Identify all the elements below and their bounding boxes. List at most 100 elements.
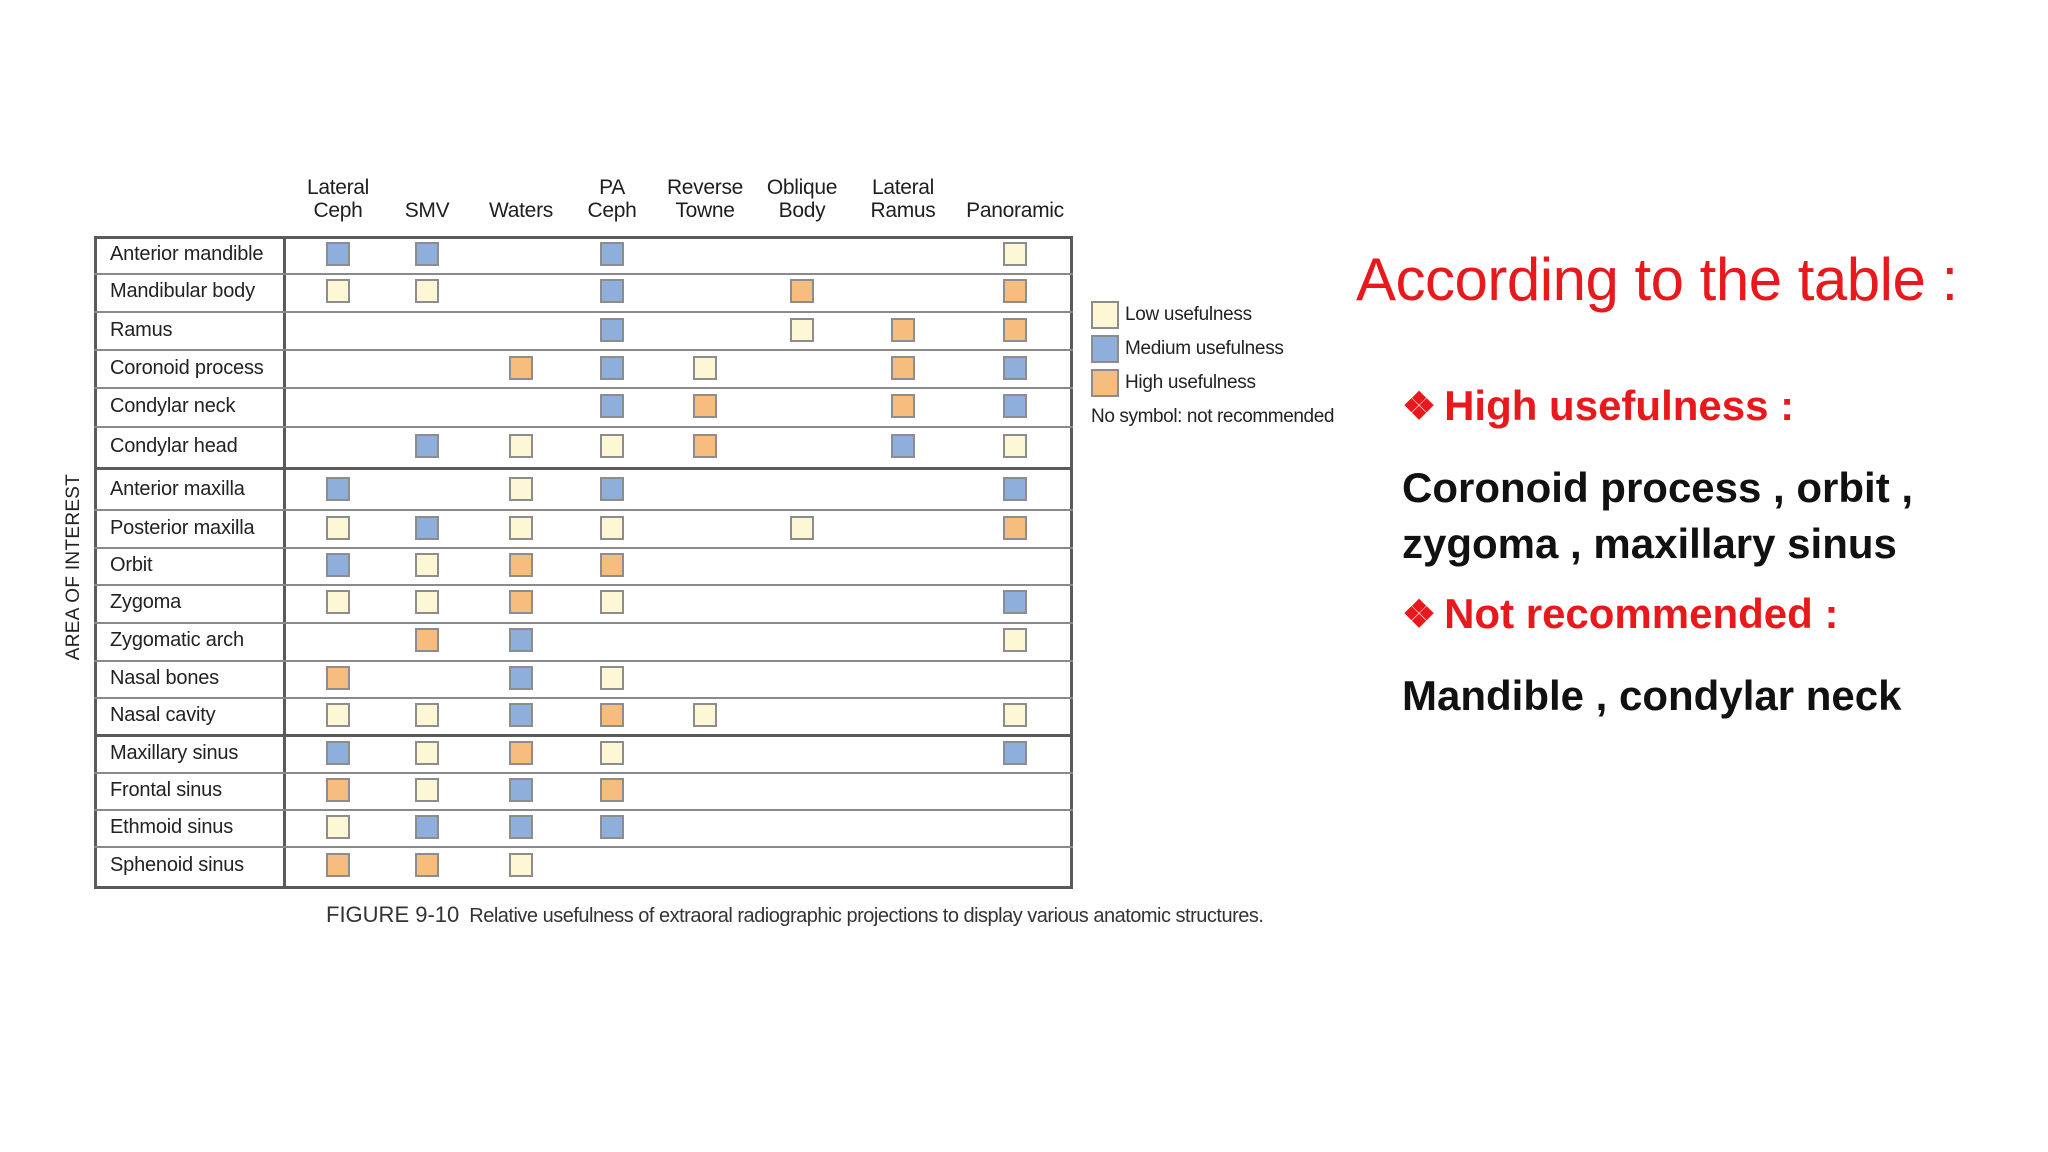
low-usefulness-swatch-icon [693, 356, 717, 380]
medium-usefulness-swatch-icon [1003, 356, 1027, 380]
medium-usefulness-swatch-icon [891, 434, 915, 458]
legend-item-low: Low usefulness [1091, 298, 1334, 332]
column-header-line: Towne [675, 199, 735, 222]
high-usefulness-swatch-icon [509, 590, 533, 614]
high-usefulness-swatch-icon [415, 853, 439, 877]
low-usefulness-swatch-icon [509, 477, 533, 501]
row-label: Nasal bones [110, 667, 219, 689]
column-header: PA Ceph [552, 176, 672, 222]
column-header: SMV [367, 199, 487, 222]
row-separator [94, 584, 1073, 586]
low-usefulness-swatch-icon [415, 279, 439, 303]
high-usefulness-swatch-icon [790, 279, 814, 303]
row-label: Nasal cavity [110, 704, 216, 726]
usefulness-table [94, 236, 1073, 889]
low-usefulness-swatch-icon [600, 666, 624, 690]
row-label: Sphenoid sinus [110, 854, 244, 876]
column-header-line: Body [778, 199, 826, 222]
column-header-line: Lateral [871, 176, 935, 199]
high-usefulness-swatch-icon [891, 356, 915, 380]
low-usefulness-swatch-icon [415, 778, 439, 802]
medium-usefulness-swatch-icon [1003, 741, 1027, 765]
low-usefulness-swatch-icon [415, 741, 439, 765]
high-usefulness-swatch-icon [1003, 279, 1027, 303]
column-header-line: Ceph [313, 199, 363, 222]
high-usefulness-swatch-icon [600, 778, 624, 802]
row-separator [94, 387, 1073, 389]
row-separator [94, 273, 1073, 275]
row-label: Coronoid process [110, 357, 264, 379]
row-label-divider [283, 236, 286, 889]
column-header: Lateral Ceph [278, 176, 398, 222]
medium-usefulness-swatch-icon [600, 279, 624, 303]
high-usefulness-swatch-icon [1003, 516, 1027, 540]
row-separator [94, 734, 1073, 737]
medium-usefulness-swatch-icon [509, 628, 533, 652]
caption-text: Relative usefulness of extraoral radiogr… [469, 905, 1264, 927]
slide-title: According to the table : [1356, 246, 1958, 313]
high-usefulness-swatch-icon [326, 666, 350, 690]
low-usefulness-swatch-icon [693, 703, 717, 727]
column-header-line: SMV [404, 199, 450, 222]
low-usefulness-swatch-icon [1003, 242, 1027, 266]
high-usefulness-swatch-icon [326, 853, 350, 877]
high-usefulness-swatch-icon [891, 318, 915, 342]
medium-usefulness-swatch-icon [326, 741, 350, 765]
row-separator [94, 622, 1073, 624]
low-usefulness-swatch-icon [600, 590, 624, 614]
medium-usefulness-swatch-icon [600, 815, 624, 839]
row-separator [94, 311, 1073, 313]
row-separator [94, 660, 1073, 662]
figure-caption: FIGURE 9-10 Relative usefulness of extrao… [326, 902, 1264, 928]
row-separator [94, 809, 1073, 811]
low-usefulness-swatch-icon [326, 516, 350, 540]
high-usefulness-heading: ❖ High usefulness : [1402, 382, 1794, 430]
row-separator [94, 509, 1073, 511]
legend-low-label: Low usefulness [1125, 304, 1252, 325]
high-usefulness-swatch-icon [509, 356, 533, 380]
low-usefulness-swatch-icon [326, 590, 350, 614]
caption-label: FIGURE 9-10 [326, 902, 460, 927]
column-header-line: Reverse [666, 176, 744, 199]
legend: Low usefulness Medium usefulness High us… [1091, 298, 1334, 428]
high-usefulness-swatch-icon [326, 778, 350, 802]
medium-usefulness-swatch-icon [600, 318, 624, 342]
column-header: Oblique Body [742, 176, 862, 222]
row-label: Orbit [110, 554, 153, 576]
row-separator [94, 772, 1073, 774]
row-label: Anterior mandible [110, 243, 264, 265]
column-header: Lateral Ramus [843, 176, 963, 222]
not-recommended-heading-text: Not recommended : [1444, 590, 1839, 637]
low-usefulness-swatch-icon [1003, 703, 1027, 727]
column-header-line: Ramus [870, 199, 936, 222]
medium-usefulness-swatch-icon [326, 477, 350, 501]
high-usefulness-swatch-icon [693, 394, 717, 418]
diamond-bullet-icon: ❖ [1402, 593, 1437, 636]
row-label: Frontal sinus [110, 779, 222, 801]
column-header-line: Lateral [306, 176, 370, 199]
high-usefulness-heading-text: High usefulness : [1444, 382, 1795, 429]
column-header-line: PA [599, 176, 625, 199]
medium-usefulness-swatch-icon [509, 815, 533, 839]
medium-usefulness-swatch-icon [509, 703, 533, 727]
low-usefulness-swatch-icon [600, 741, 624, 765]
row-label: Condylar neck [110, 395, 236, 417]
row-label: Maxillary sinus [110, 742, 239, 764]
axis-label: AREA OF INTEREST [63, 473, 84, 661]
low-usefulness-swatch-icon [790, 516, 814, 540]
row-separator [94, 846, 1073, 848]
low-usefulness-swatch-icon [326, 279, 350, 303]
high-usefulness-swatch-icon [415, 628, 439, 652]
row-label: Mandibular body [110, 280, 255, 302]
low-usefulness-swatch-icon [509, 853, 533, 877]
row-separator [94, 547, 1073, 549]
low-usefulness-swatch-icon [509, 434, 533, 458]
row-label: Condylar head [110, 435, 238, 457]
column-header: Panoramic [955, 199, 1075, 222]
low-usefulness-swatch-icon [790, 318, 814, 342]
low-usefulness-swatch-icon [326, 703, 350, 727]
medium-usefulness-swatch-icon [415, 815, 439, 839]
medium-usefulness-swatch-icon [1003, 477, 1027, 501]
low-usefulness-swatch-icon [509, 516, 533, 540]
low-usefulness-swatch-icon [1091, 301, 1119, 329]
